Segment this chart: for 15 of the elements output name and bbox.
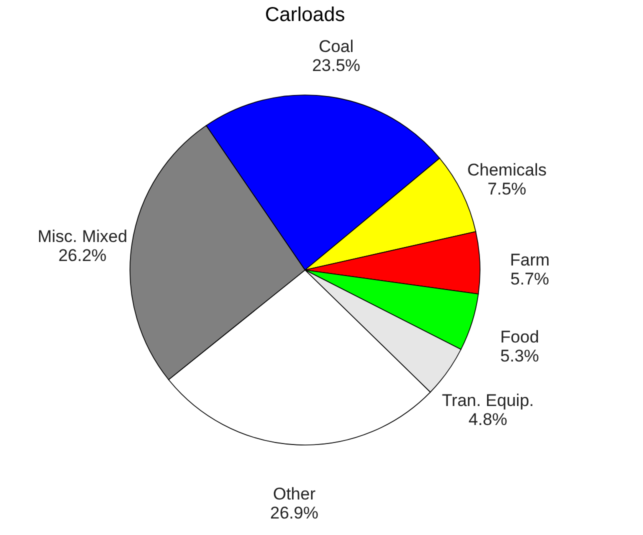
slice-label: Farm bbox=[510, 250, 550, 270]
data-label: 5.7% bbox=[510, 270, 550, 289]
slice-label: Other bbox=[272, 484, 316, 504]
data-label: 26.9% bbox=[270, 504, 318, 523]
data-label: 23.5% bbox=[312, 56, 360, 76]
data-label: 5.3% bbox=[500, 346, 540, 366]
slice-label: Tran. Equip. bbox=[442, 391, 534, 410]
data-label: 4.8% bbox=[468, 410, 508, 430]
chart-title: Carloads bbox=[264, 4, 346, 26]
data-label: 26.2% bbox=[58, 246, 107, 266]
slice-label: Food bbox=[500, 327, 540, 346]
slice-label: Coal bbox=[318, 37, 354, 56]
data-label: 7.5% bbox=[488, 180, 526, 199]
slice-label: Misc. Mixed bbox=[38, 227, 128, 246]
slice-label: Chemicals bbox=[467, 160, 547, 180]
